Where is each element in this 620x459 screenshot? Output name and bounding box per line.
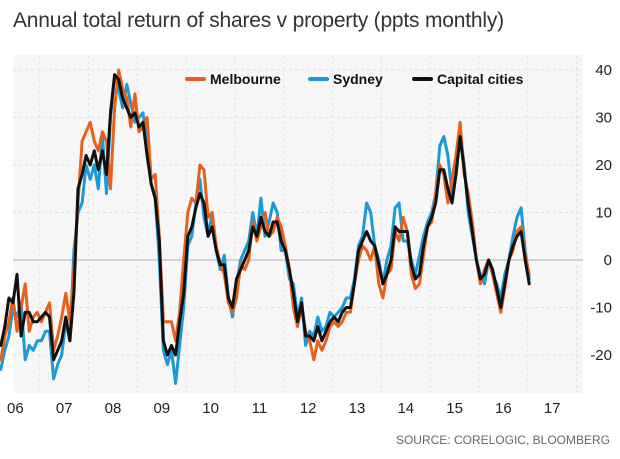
y-tick-label: -20 xyxy=(590,347,612,364)
x-tick-label: 15 xyxy=(446,400,463,417)
plot-background xyxy=(13,55,583,393)
x-tick-label: 12 xyxy=(300,400,317,417)
x-tick-label: 14 xyxy=(397,400,414,417)
source-note: SOURCE: CORELOGIC, BLOOMBERG xyxy=(395,433,610,447)
series-line-melbourne xyxy=(0,68,531,362)
x-tick-label: 17 xyxy=(544,400,561,417)
x-tick-label: 06 xyxy=(7,400,24,417)
series-lines xyxy=(0,68,531,385)
x-tick-label: 09 xyxy=(153,400,170,417)
x-tick-label: 16 xyxy=(495,400,512,417)
series-line-capital-cities xyxy=(0,73,531,362)
y-axis-tick-labels: 40 30 20 10 0 -10 -20 xyxy=(590,62,612,364)
y-tick-label: 10 xyxy=(595,205,612,222)
series-line-sydney xyxy=(0,73,531,385)
legend: Melbourne Sydney Capital cities xyxy=(185,71,524,87)
x-tick-label: 13 xyxy=(349,400,366,417)
y-tick-label: 0 xyxy=(604,252,612,269)
y-tick-label: 40 xyxy=(595,62,612,79)
legend-label: Capital cities xyxy=(437,71,524,87)
y-tick-label: 20 xyxy=(595,157,612,174)
x-tick-label: 08 xyxy=(105,400,122,417)
y-tick-label: 30 xyxy=(595,110,612,127)
legend-label: Melbourne xyxy=(210,71,281,87)
x-tick-label: 10 xyxy=(202,400,219,417)
chart-title: Annual total return of shares v property… xyxy=(13,9,504,32)
x-tick-label: 07 xyxy=(56,400,73,417)
x-tick-label: 11 xyxy=(252,400,268,417)
x-axis-tick-labels: 06 07 08 09 10 11 12 13 14 15 16 17 xyxy=(7,400,560,417)
legend-label: Sydney xyxy=(333,71,383,87)
y-tick-label: -10 xyxy=(590,300,612,317)
